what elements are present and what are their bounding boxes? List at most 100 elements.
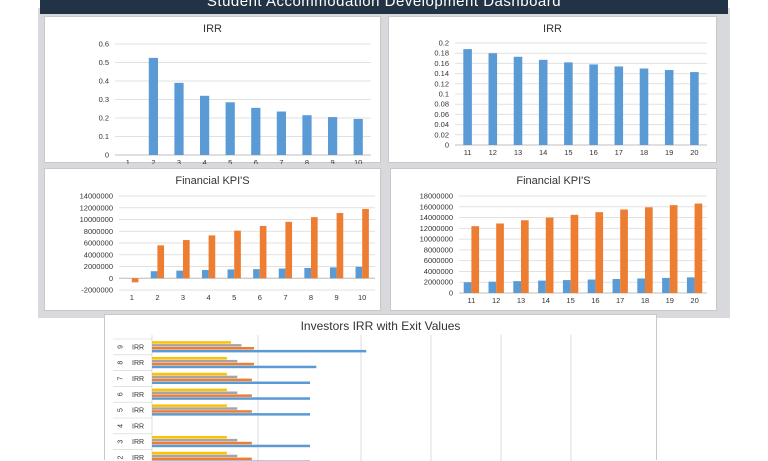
x-tick-label: 20 bbox=[690, 296, 698, 305]
bar bbox=[209, 235, 216, 278]
y-tick-label: 0.1 bbox=[439, 90, 449, 99]
x-tick-label: 19 bbox=[666, 296, 674, 305]
y-tick-label: 0.3 bbox=[99, 95, 109, 104]
bar bbox=[640, 69, 649, 146]
investor-bar bbox=[152, 445, 310, 448]
investor-bar bbox=[152, 379, 252, 382]
y-tick-label: 0.6 bbox=[99, 40, 109, 49]
bar bbox=[464, 282, 472, 293]
investor-bar bbox=[152, 341, 231, 344]
row-group-label: 6 bbox=[118, 392, 125, 396]
x-tick-label: 5 bbox=[228, 158, 232, 164]
bar bbox=[588, 280, 596, 293]
y-tick-label: 0.02 bbox=[434, 130, 449, 139]
y-tick-label: 4000000 bbox=[424, 267, 453, 276]
investor-bar bbox=[152, 360, 237, 363]
y-tick-label: 0.2 bbox=[439, 39, 449, 48]
bar bbox=[637, 278, 645, 293]
y-tick-label: -2000000 bbox=[81, 286, 113, 295]
bar bbox=[253, 269, 260, 278]
x-tick-label: 11 bbox=[464, 148, 472, 157]
y-tick-label: 0.1 bbox=[99, 132, 109, 141]
row-label: IRR bbox=[132, 423, 144, 430]
y-tick-label: 0.2 bbox=[99, 114, 109, 123]
bar bbox=[571, 215, 579, 293]
x-tick-label: 3 bbox=[181, 293, 185, 302]
bar bbox=[149, 58, 158, 155]
bar bbox=[670, 205, 678, 293]
x-tick-label: 6 bbox=[258, 293, 262, 302]
y-tick-label: 0 bbox=[105, 151, 109, 160]
x-tick-label: 5 bbox=[232, 293, 236, 302]
bar bbox=[260, 226, 267, 278]
investor-bar bbox=[152, 357, 227, 360]
y-tick-label: 18000000 bbox=[420, 192, 453, 201]
investor-bar bbox=[152, 452, 227, 455]
x-tick-label: 16 bbox=[589, 148, 597, 157]
bar bbox=[285, 222, 292, 278]
x-tick-label: 12 bbox=[489, 148, 497, 157]
bar bbox=[514, 57, 523, 145]
x-tick-label: 14 bbox=[542, 296, 550, 305]
investor-bar bbox=[152, 404, 227, 407]
x-tick-label: 13 bbox=[517, 296, 525, 305]
x-tick-label: 10 bbox=[354, 158, 362, 164]
x-tick-label: 20 bbox=[690, 148, 698, 157]
investor-bar bbox=[152, 350, 366, 353]
x-tick-label: 2 bbox=[151, 158, 155, 164]
x-tick-label: 12 bbox=[492, 296, 500, 305]
bar bbox=[279, 269, 286, 279]
x-tick-label: 13 bbox=[514, 148, 522, 157]
y-tick-label: 6000000 bbox=[424, 256, 453, 265]
bar bbox=[202, 270, 209, 278]
y-tick-label: 12000000 bbox=[80, 203, 113, 212]
y-tick-label: 0.4 bbox=[99, 77, 109, 86]
y-tick-label: 0.5 bbox=[99, 58, 109, 67]
investor-bar bbox=[152, 347, 254, 350]
x-tick-label: 7 bbox=[283, 293, 287, 302]
bar bbox=[463, 49, 472, 145]
investor-bar bbox=[152, 389, 227, 392]
investor-bar bbox=[152, 366, 316, 369]
bar bbox=[620, 209, 628, 293]
row-label: IRR bbox=[132, 408, 144, 415]
bar bbox=[695, 204, 703, 293]
bar bbox=[662, 278, 670, 293]
row-group-label: 8 bbox=[118, 361, 125, 365]
bar bbox=[337, 213, 344, 278]
x-tick-label: 4 bbox=[203, 158, 207, 164]
y-tick-label: 14000000 bbox=[420, 213, 453, 222]
bar bbox=[228, 269, 235, 278]
investor-bar bbox=[152, 413, 310, 416]
x-tick-label: 2 bbox=[155, 293, 159, 302]
x-tick-label: 15 bbox=[566, 296, 574, 305]
row-label: IRR bbox=[132, 392, 144, 399]
bar bbox=[563, 280, 571, 293]
investor-bar bbox=[152, 394, 252, 397]
investor-bar bbox=[152, 363, 254, 366]
investor-bar bbox=[152, 407, 237, 410]
bar bbox=[595, 212, 603, 293]
kpi-chart-2: 0200000040000006000000800000010000000120… bbox=[391, 169, 718, 312]
dashboard-header: Student Accommodation Development Dashbo… bbox=[40, 0, 728, 14]
y-tick-label: 10000000 bbox=[420, 235, 453, 244]
investor-bar bbox=[152, 442, 252, 445]
row-group-label: 5 bbox=[118, 408, 125, 412]
bar bbox=[665, 70, 674, 145]
x-tick-label: 18 bbox=[640, 148, 648, 157]
y-tick-label: 2000000 bbox=[424, 278, 453, 287]
bar bbox=[251, 108, 260, 155]
y-tick-label: 0 bbox=[445, 141, 449, 150]
bar bbox=[489, 282, 497, 293]
y-tick-label: 0.14 bbox=[434, 69, 449, 78]
row-group-label: 9 bbox=[118, 345, 125, 349]
x-tick-label: 1 bbox=[126, 158, 130, 164]
y-tick-label: 6000000 bbox=[84, 239, 113, 248]
x-tick-label: 9 bbox=[331, 158, 335, 164]
